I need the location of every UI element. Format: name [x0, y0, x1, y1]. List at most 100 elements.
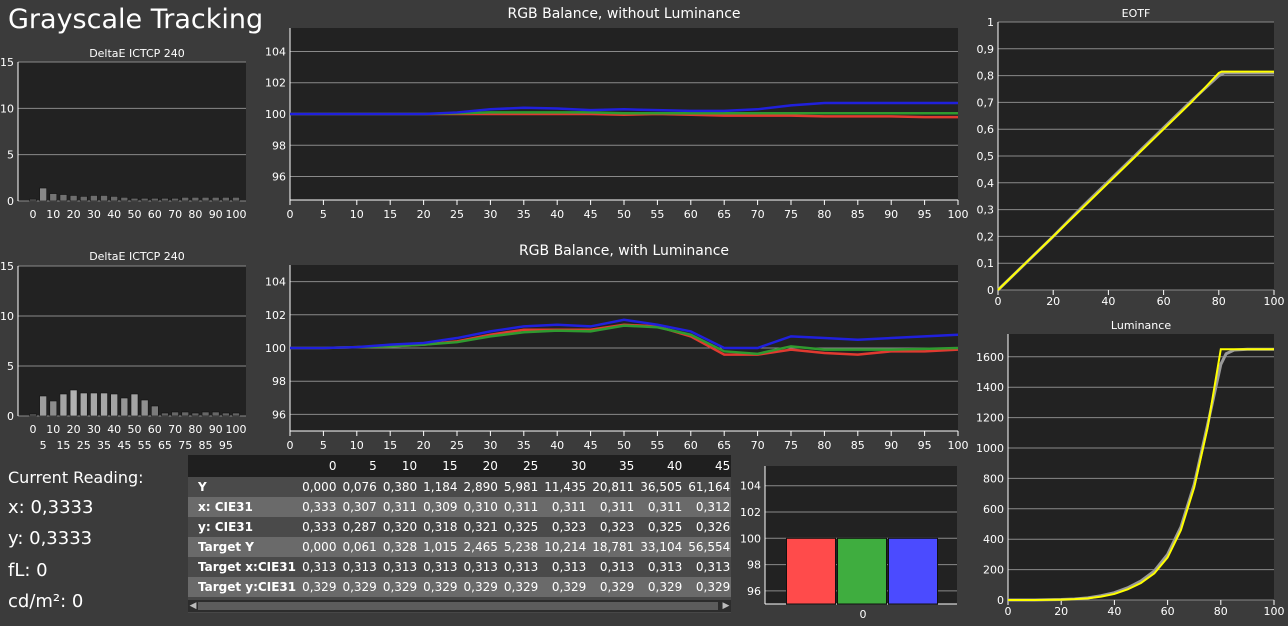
x-tick-label: 95	[918, 439, 932, 452]
column-header: 30	[541, 455, 590, 477]
bar_blue-gauge-bar	[888, 537, 938, 605]
chart-title: DeltaE ICTCP 240	[89, 250, 185, 263]
y-tick-label: 104	[265, 45, 286, 58]
reading-x: x: 0,3333	[8, 497, 94, 518]
table-cell: 10,214	[541, 537, 590, 557]
x-tick-label: 50	[617, 208, 631, 221]
column-header: 15	[420, 455, 461, 477]
table-cell: 11,435	[541, 477, 590, 497]
x-tick-label: 100	[226, 423, 247, 436]
x-tick-label: 55	[138, 439, 152, 452]
x-tick-label: 100	[948, 439, 969, 452]
x-tick-label: 40	[107, 208, 121, 221]
y-tick-label: 0	[987, 284, 994, 297]
x-tick-label: 30	[483, 439, 497, 452]
deltae-chart-1: DeltaE ICTCP 240 0 5 10 15 0 10 20 30 40 50 60 70 80 9…	[0, 47, 247, 226]
x-tick-label: 85	[199, 439, 213, 452]
table-cell: 20,811	[589, 477, 638, 497]
blue-series-line	[290, 101, 958, 116]
table-row: x: CIE31 0,333 0,307 0,311 0,309 0,310 0,311 0,…	[188, 497, 731, 517]
row-label: x: CIE31	[188, 497, 300, 517]
delta-bar	[39, 187, 47, 202]
x-tick-label: 45	[117, 224, 131, 226]
x-tick-label: 100	[226, 208, 247, 221]
table-cell: 0,380	[379, 477, 421, 497]
table-header-row: 0 5 10 15 20 25 30 35 40 45 50	[188, 455, 731, 477]
chart-title: EOTF	[1122, 7, 1151, 20]
row-label: Target Y	[188, 537, 300, 557]
table-cell: 0,000	[299, 537, 340, 557]
table-cell: 56,554	[685, 537, 731, 557]
table-cell: 33,104	[637, 537, 686, 557]
y-tick-label: 96	[272, 171, 286, 184]
table-row: Y 0,000 0,076 0,380 1,184 2,890 5,981 11,435 20,…	[188, 477, 731, 497]
table-cell: 0,329	[420, 577, 461, 597]
x-tick-label: 15	[383, 439, 397, 452]
table-cell: 0,311	[500, 497, 542, 517]
scroll-right-icon[interactable]: ▶	[722, 601, 730, 611]
x-tick-label: 0	[287, 208, 294, 221]
y-tick-label: 5	[7, 149, 14, 162]
delta-bar	[120, 196, 129, 202]
delta-bar	[69, 389, 78, 417]
chart-title: RGB Balance, without Luminance	[507, 6, 740, 22]
x-tick-label: 75	[178, 439, 192, 452]
table-cell: 0,329	[589, 577, 638, 597]
x-tick-label: 80	[188, 423, 202, 436]
x-tick-label: 0	[860, 608, 867, 621]
table-row: Target Y 0,000 0,061 0,328 1,015 2,465 5,238 10…	[188, 537, 731, 557]
y-tick-label: 1200	[976, 412, 1004, 425]
table-row: Target y:CIE31 0,329 0,329 0,329 0,329 0,329 0…	[188, 577, 731, 597]
column-header: 45	[685, 455, 731, 477]
delta-bar	[201, 196, 210, 202]
x-tick-label: 20	[67, 208, 81, 221]
y-tick-label: 0,6	[977, 123, 995, 136]
delta-bar	[232, 412, 240, 417]
delta-bar	[79, 196, 88, 202]
table-cell: 5,238	[500, 537, 542, 557]
y-tick-label: 10	[0, 310, 14, 323]
column-header: 20	[460, 455, 501, 477]
x-tick-label: 35	[517, 208, 531, 221]
x-tick-label: 25	[450, 208, 464, 221]
table-cell: 0,307	[339, 497, 380, 517]
scrollbar-thumb[interactable]	[198, 602, 718, 610]
x-tick-label: 60	[148, 423, 162, 436]
table-cell: 1,015	[420, 537, 461, 557]
eotf-chart: EOTF 0 0,1 0,2 0,3 0,4 0,5 0,6 0,7 0,8 0,9 1 0 20 40 60…	[977, 7, 1285, 308]
y-tick-label: 104	[265, 276, 286, 289]
table-cell: 0,076	[339, 477, 380, 497]
delta-bar	[69, 195, 78, 202]
rgb-balance-without-luminance-chart: RGB Balance, without Luminance9698100102…	[265, 6, 969, 221]
x-tick-label: 70	[168, 208, 182, 221]
y-tick-label: 15	[0, 260, 14, 273]
delta-bar	[29, 198, 37, 202]
rgb-bar-chart: 96 98 100 102 104 0	[740, 466, 957, 621]
column-header: 35	[589, 455, 638, 477]
y-tick-label: 1400	[976, 381, 1004, 394]
delta-bar	[29, 413, 37, 417]
y-tick-label: 5	[7, 360, 14, 373]
table-horizontal-scrollbar[interactable]: ◀ ▶	[188, 600, 731, 612]
x-tick-label: 5	[40, 439, 47, 452]
x-tick-label: 30	[87, 423, 101, 436]
table-cell: 0,318	[420, 517, 461, 537]
scroll-left-icon[interactable]: ◀	[189, 601, 197, 611]
x-tick-label: 45	[584, 208, 598, 221]
x-tick-label: 30	[483, 208, 497, 221]
table-cell: 0,329	[379, 577, 421, 597]
table-cell: 1,184	[420, 477, 461, 497]
delta-bar	[130, 393, 139, 417]
y-tick-label: 0,1	[977, 257, 995, 270]
delta-bar	[39, 395, 47, 417]
x-tick-label: 80	[1214, 605, 1228, 618]
x-tick-label: 100	[1264, 295, 1285, 308]
table-row: Target x:CIE31 0,313 0,313 0,313 0,313 0,313 0…	[188, 557, 731, 577]
x-tick-label: 45	[584, 439, 598, 452]
table-cell: 0,310	[460, 497, 501, 517]
page-title: Grayscale Tracking	[8, 4, 264, 35]
table-cell: 0,311	[589, 497, 638, 517]
y-tick-label: 0	[7, 410, 14, 423]
y-tick-label: 100	[265, 108, 286, 121]
